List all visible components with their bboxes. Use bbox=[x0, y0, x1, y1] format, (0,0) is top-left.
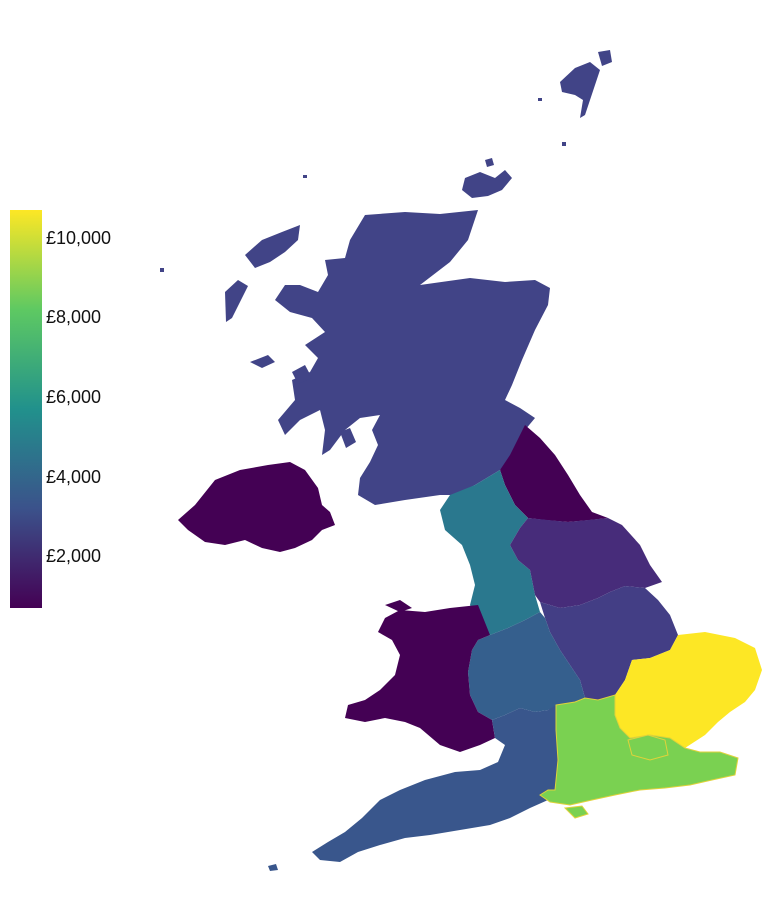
region-south-west[interactable] bbox=[268, 705, 558, 871]
region-wales[interactable] bbox=[345, 600, 495, 752]
region-east-of-england[interactable] bbox=[615, 632, 762, 748]
region-yorkshire[interactable] bbox=[510, 518, 662, 608]
tick-label-10000: £10,000 bbox=[46, 227, 112, 248]
region-east-midlands[interactable] bbox=[540, 586, 678, 700]
tick-label-4000: £4,000 bbox=[46, 466, 102, 487]
region-northern-ireland[interactable] bbox=[178, 462, 335, 552]
tick-label-2000: £2,000 bbox=[46, 546, 102, 567]
region-scotland[interactable] bbox=[225, 50, 612, 505]
color-scale-bar bbox=[10, 210, 42, 608]
region-north-east[interactable] bbox=[500, 425, 608, 522]
tick-label-6000: £6,000 bbox=[46, 387, 102, 408]
region-north-west[interactable] bbox=[440, 470, 540, 635]
tick-label-8000: £8,000 bbox=[46, 307, 102, 328]
islets bbox=[160, 98, 566, 272]
region-west-midlands[interactable] bbox=[468, 612, 585, 720]
region-london[interactable] bbox=[627, 734, 669, 761]
